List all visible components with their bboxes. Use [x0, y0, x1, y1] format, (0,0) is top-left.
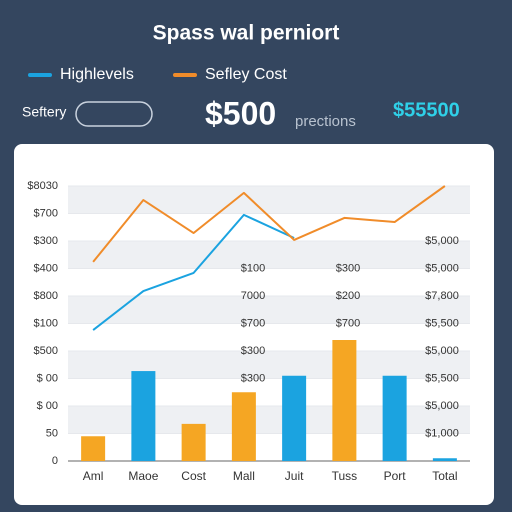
title: Spass wal perniort — [153, 22, 340, 45]
x-tick-label: Maoe — [128, 469, 158, 483]
x-tick-label: Total — [432, 469, 457, 483]
bar — [181, 423, 206, 461]
y-tick-label: $400 — [34, 262, 58, 274]
annotation: $5,000 — [425, 345, 459, 357]
plot: 0 50 $ 00 $ 00 $500 $100 $800 $400 $300 $700 $8030… — [27, 180, 470, 483]
bar — [81, 436, 106, 461]
annotation: $100 — [241, 262, 265, 274]
annotation: $300 — [241, 372, 265, 384]
bar — [382, 375, 407, 461]
y-tick-label: $700 — [34, 207, 58, 219]
annotation: $5,000 — [425, 400, 459, 412]
annotation: $200 — [336, 290, 360, 302]
annotation: $1,000 — [425, 427, 459, 439]
annotation: $300 — [241, 345, 265, 357]
y-tick-label: $500 — [34, 345, 58, 357]
x-tick-label: Port — [384, 469, 407, 483]
annotation: $300 — [336, 262, 360, 274]
annotation: $700 — [336, 317, 360, 329]
control-label: Seftery — [22, 104, 66, 120]
annotation: 7000 — [241, 290, 265, 302]
toggle-pill[interactable] — [75, 101, 153, 127]
grid-band — [68, 296, 470, 324]
x-tick-label: Cost — [181, 469, 206, 483]
annotation: $7,800 — [425, 290, 459, 302]
y-tick-label: $300 — [34, 235, 58, 247]
grid-band — [68, 351, 470, 379]
bar — [131, 371, 156, 461]
x-tick-label: Mall — [233, 469, 255, 483]
y-tick-label: $ 00 — [37, 400, 58, 412]
line — [92, 185, 446, 263]
big-value-note: prections — [295, 113, 356, 130]
grid-band — [68, 241, 470, 269]
x-tick-label: Juit — [285, 469, 304, 483]
annotation: $700 — [241, 317, 265, 329]
bar — [282, 375, 307, 461]
y-tick-label: $800 — [34, 290, 58, 302]
x-tick-label: Tuss — [332, 469, 358, 483]
grid-band — [68, 186, 470, 214]
x-tick-label: Aml — [83, 469, 104, 483]
annotation: $5,000 — [425, 235, 459, 247]
legend-label: Highlevels — [60, 66, 134, 83]
y-tick-label: $ 00 — [37, 372, 58, 384]
annotation: $5,500 — [425, 372, 459, 384]
grid-band — [68, 406, 470, 434]
annotation: $5,500 — [425, 317, 459, 329]
big-value: $500 — [205, 95, 276, 131]
legend-label: Sefley Cost — [205, 66, 287, 83]
side-value: $55500 — [393, 99, 460, 121]
y-tick-label: $100 — [34, 317, 58, 329]
y-tick-label: 50 — [46, 427, 58, 439]
bar — [231, 392, 256, 461]
annotation: $5,000 — [425, 262, 459, 274]
bar — [432, 458, 457, 461]
y-tick-label: $8030 — [27, 180, 58, 192]
line — [92, 213, 295, 331]
bar — [332, 340, 357, 461]
legend: Highlevels Sefley Cost — [28, 66, 287, 83]
y-tick-label: 0 — [52, 455, 58, 467]
